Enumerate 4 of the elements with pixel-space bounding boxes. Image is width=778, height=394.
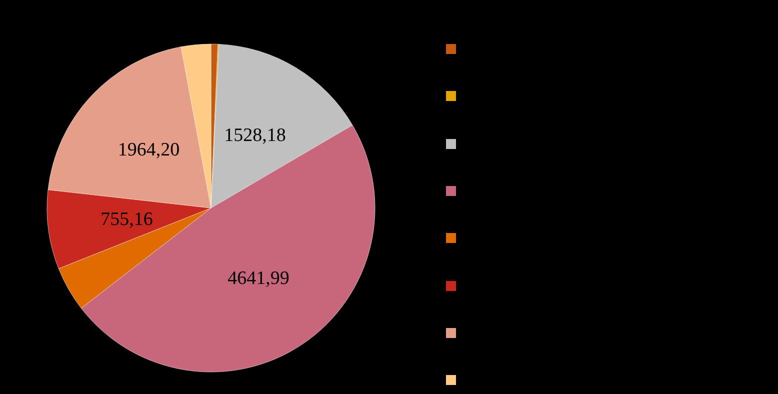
data-label: 4641,99 bbox=[228, 268, 290, 289]
data-label: 1964,20 bbox=[118, 140, 180, 161]
data-label: 755,16 bbox=[100, 208, 153, 230]
data-label: 1528,18 bbox=[224, 124, 286, 146]
